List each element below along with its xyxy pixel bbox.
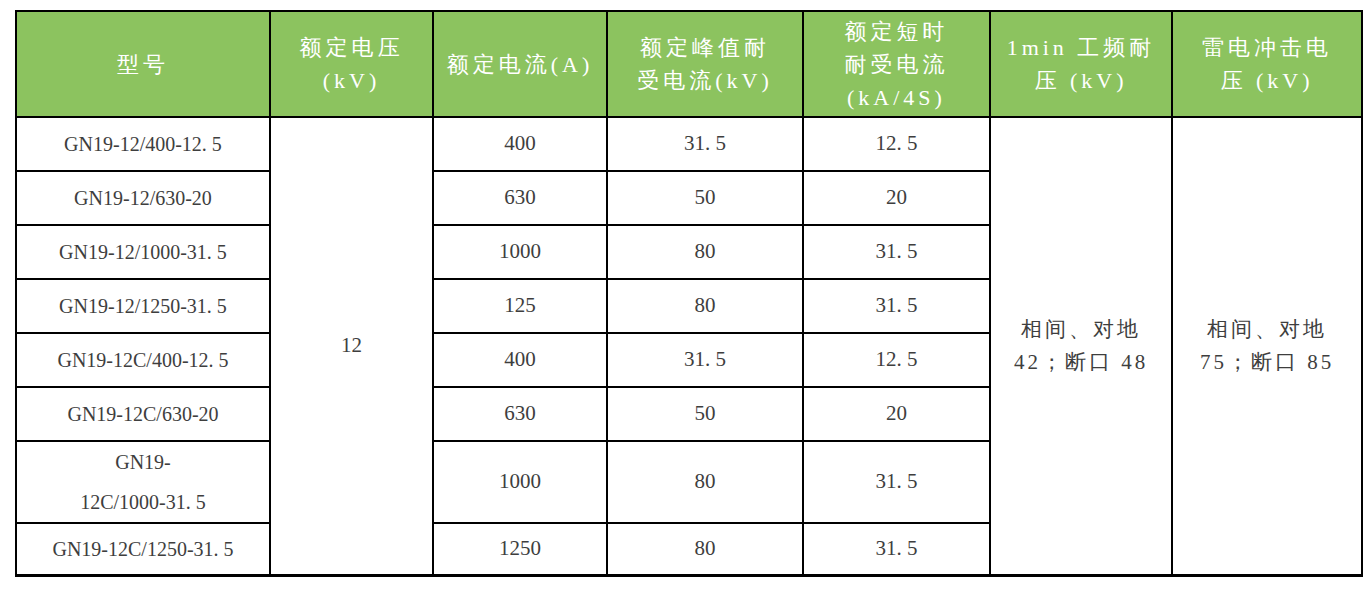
cell-power-frequency-merged: 相间、对地 42；断口 48: [990, 117, 1172, 575]
header-rated-current: 额定电流(A): [433, 11, 607, 117]
table-row: GN19-12/400-12. 5 12 400 31. 5 12. 5 相间、…: [16, 117, 1362, 171]
cell-short-time-current: 20: [803, 387, 990, 441]
cell-short-time-current: 31. 5: [803, 523, 990, 575]
cell-rated-current: 125: [433, 279, 607, 333]
cell-short-time-current: 31. 5: [803, 441, 990, 523]
cell-rated-current: 400: [433, 333, 607, 387]
cell-peak-current: 80: [607, 441, 803, 523]
cell-rated-current: 1000: [433, 441, 607, 523]
cell-model: GN19- 12C/1000-31. 5: [16, 441, 270, 523]
header-rated-voltage: 额定电压 (kV): [270, 11, 433, 117]
cell-short-time-current: 20: [803, 171, 990, 225]
cell-peak-current: 80: [607, 279, 803, 333]
cell-rated-voltage-merged: 12: [270, 117, 433, 575]
cell-rated-current: 630: [433, 171, 607, 225]
cell-short-time-current: 31. 5: [803, 279, 990, 333]
cell-rated-current: 1000: [433, 225, 607, 279]
page: 型号 额定电压 (kV) 额定电流(A) 额定峰值耐 受电流(kV) 额定短时 …: [0, 0, 1366, 590]
cell-rated-current: 1250: [433, 523, 607, 575]
cell-model: GN19-12/1250-31. 5: [16, 279, 270, 333]
cell-rated-current: 400: [433, 117, 607, 171]
header-row: 型号 额定电压 (kV) 额定电流(A) 额定峰值耐 受电流(kV) 额定短时 …: [16, 11, 1362, 117]
cell-rated-current: 630: [433, 387, 607, 441]
spec-table: 型号 额定电压 (kV) 额定电流(A) 额定峰值耐 受电流(kV) 额定短时 …: [15, 10, 1363, 577]
header-lightning-impulse-voltage: 雷电冲击电 压 (kV): [1172, 11, 1362, 117]
cell-model: GN19-12/400-12. 5: [16, 117, 270, 171]
cell-peak-current: 31. 5: [607, 117, 803, 171]
cell-model: GN19-12C/1250-31. 5: [16, 523, 270, 575]
header-power-frequency-withstand-voltage: 1min 工频耐 压 (kV): [990, 11, 1172, 117]
cell-model: GN19-12/630-20: [16, 171, 270, 225]
cell-short-time-current: 31. 5: [803, 225, 990, 279]
cell-peak-current: 80: [607, 523, 803, 575]
cell-short-time-current: 12. 5: [803, 117, 990, 171]
cell-peak-current: 31. 5: [607, 333, 803, 387]
cell-model: GN19-12C/630-20: [16, 387, 270, 441]
cell-peak-current: 80: [607, 225, 803, 279]
header-model: 型号: [16, 11, 270, 117]
header-short-time-withstand-current: 额定短时 耐受电流 (kA/4S): [803, 11, 990, 117]
cell-model: GN19-12/1000-31. 5: [16, 225, 270, 279]
header-peak-withstand-current: 额定峰值耐 受电流(kV): [607, 11, 803, 117]
cell-model: GN19-12C/400-12. 5: [16, 333, 270, 387]
cell-peak-current: 50: [607, 387, 803, 441]
cell-short-time-current: 12. 5: [803, 333, 990, 387]
cell-lightning-impulse-merged: 相间、对地 75；断口 85: [1172, 117, 1362, 575]
cell-peak-current: 50: [607, 171, 803, 225]
